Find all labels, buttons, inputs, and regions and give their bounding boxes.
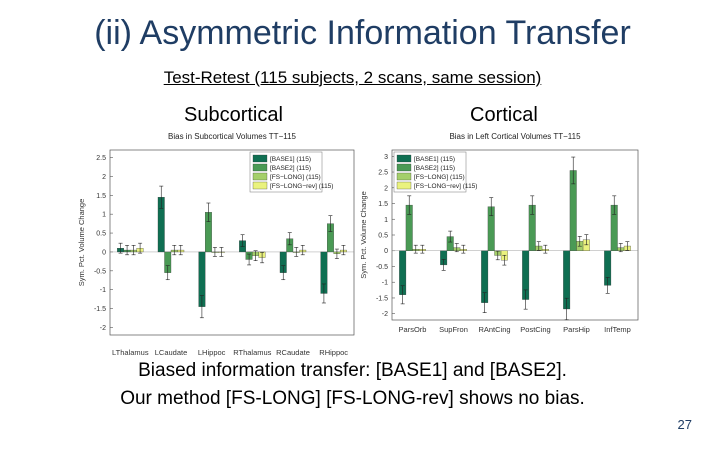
y-tick-label: 2.5 [378,170,388,177]
legend-label: [BASE1] (115) [414,156,455,163]
y-tick-label: 2.5 [96,155,106,162]
y-tick-label: 2 [102,174,106,181]
legend-label: [FS−LONG−rev] (115) [414,183,477,190]
legend-swatch [252,163,268,172]
legend-swatch [396,154,412,163]
y-tick-label: 3 [384,154,388,161]
y-tick-label: -2 [382,311,388,318]
legend-label: [BASE2] (115) [414,165,455,172]
y-tick-label: -1 [382,280,388,287]
plot-frame [109,149,355,336]
legend-label: [BASE1] (115) [270,156,311,163]
y-tick-label: 1 [384,217,388,224]
category-label: RThalamus [233,348,271,357]
legend-swatch [252,154,268,163]
y-axis-label: Sym. Pct. Volume Change [359,191,368,279]
caption-line-2: Our method [FS-LONG] [FS-LONG-rev] shows… [120,388,585,409]
category-label: LThalamus [112,348,149,357]
slide-title: (ii) Asymmetric Information Transfer [94,14,631,52]
legend-swatch [396,163,412,172]
caption-line-1: Biased information transfer: [BASE1] and… [138,360,567,381]
category-label: LCaudate [155,348,188,357]
chart-title: Bias in Subcortical Volumes TT−115 [168,132,297,141]
legend-swatch [252,172,268,181]
cortical-heading: Cortical [470,104,538,126]
category-label: PostCing [520,325,550,334]
legend-swatch [252,181,268,190]
y-tick-label: 0.5 [378,233,388,240]
legend-label: [BASE2] (115) [270,165,311,172]
category-label: RHippoc [319,348,348,357]
page-number: 27 [677,417,692,432]
y-tick-label: 0 [102,249,106,256]
category-label: RAntCing [478,325,510,334]
category-label: SupFron [439,325,468,334]
category-label: LHippoc [198,348,226,357]
y-tick-label: -0.5 [376,264,388,271]
subcortical-heading: Subcortical [184,104,283,126]
chart-title: Bias in Left Cortical Volumes TT−115 [449,132,581,141]
y-tick-label: 0 [384,248,388,255]
legend-label: [FS−LONG] (115) [414,174,465,181]
category-label: ParsOrb [399,325,427,334]
y-tick-label: -2 [100,325,106,332]
subcortical-bias-chart: Bias in Subcortical Volumes TT−115 -2 -1.5… [77,132,355,357]
legend: [BASE1] (115) [BASE2] (115) [FS−LONG] (115… [393,151,477,193]
cortical-bias-chart: Bias in Left Cortical Volumes TT−115 -2 -1… [359,132,639,334]
legend-swatch [396,172,412,181]
legend-swatch [396,181,412,190]
y-tick-label: 1.5 [378,201,388,208]
legend: [BASE1] (115) [BASE2] (115) [FS−LONG] (115… [249,151,333,193]
y-axis-label: Sym. Pct. Volume Change [77,199,86,287]
slide-subtitle: Test-Retest (115 subjects, 2 scans, same… [163,68,542,87]
y-tick-label: -0.5 [94,268,106,275]
y-tick-label: -1.5 [94,306,106,313]
y-tick-label: 0.5 [96,231,106,238]
category-label: ParsHip [563,325,590,334]
category-label: InfTemp [604,325,631,334]
y-tick-label: 1 [102,212,106,219]
y-tick-label: -1 [100,287,106,294]
legend-label: [FS−LONG−rev] (115) [270,183,333,190]
y-tick-label: 1.5 [96,193,106,200]
legend-label: [FS−LONG] (115) [270,174,321,181]
y-tick-label: -1.5 [376,295,388,302]
category-label: RCaudate [276,348,310,357]
y-tick-label: 2 [384,185,388,192]
